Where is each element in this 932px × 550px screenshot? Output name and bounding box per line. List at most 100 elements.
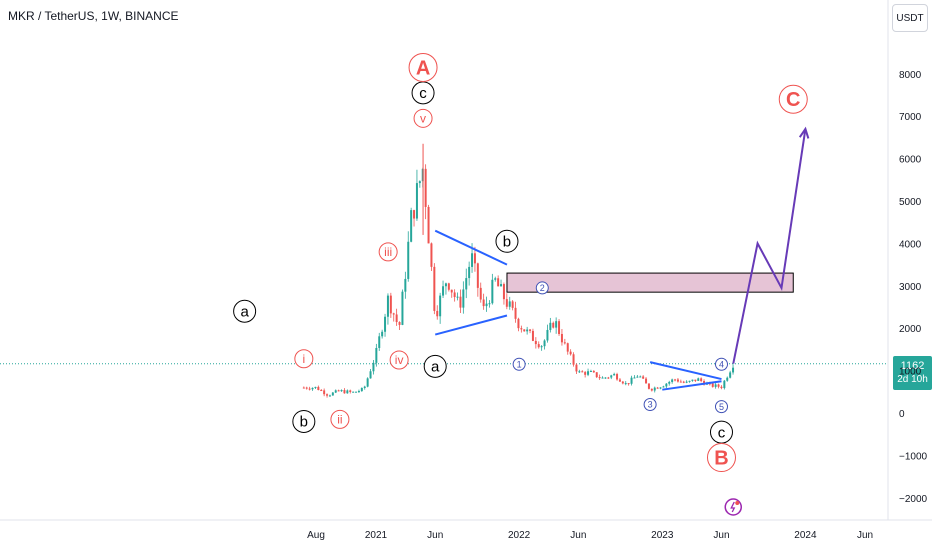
triangle-upper-line (649, 361, 722, 381)
candle-body (549, 322, 552, 330)
candle-body (346, 390, 349, 394)
candle-body (543, 340, 546, 347)
candle-body (604, 377, 607, 379)
candle-body (311, 387, 314, 390)
candle-body (450, 289, 453, 293)
wave-label-text: c (718, 424, 726, 441)
candle-body (418, 181, 421, 184)
candle-body (500, 284, 503, 287)
x-tick-label: 2021 (365, 530, 388, 541)
candle-body (642, 376, 645, 379)
candle-body (650, 388, 653, 391)
candle-body (505, 299, 508, 307)
candle-body (410, 210, 413, 242)
event-flash-bolt (730, 501, 736, 513)
triangle-lower-line (662, 380, 722, 391)
wave-label-text: A (416, 57, 430, 79)
candle-body (607, 377, 610, 379)
candle-body (589, 371, 592, 373)
candle-body (430, 243, 433, 267)
candle-body (320, 390, 323, 392)
candle-body (624, 383, 627, 385)
candle-body (392, 313, 395, 315)
candle-body (671, 379, 674, 382)
wave-label-circle (706, 443, 736, 473)
candle-body (424, 168, 427, 207)
wave-label-circle (294, 349, 314, 369)
candle-body (326, 394, 329, 396)
candle-body (645, 378, 648, 384)
candle-body (534, 340, 537, 345)
x-tick-label: Jun (570, 530, 586, 541)
candle-body (395, 314, 398, 323)
last-price-badge: 1162 2d 10h (893, 356, 932, 390)
candle-body (334, 390, 337, 393)
y-tick-label: −2000 (899, 494, 928, 505)
candle-body (439, 295, 442, 317)
x-tick-label: Jun (857, 530, 873, 541)
candle-body (436, 310, 439, 317)
candle-body (732, 367, 735, 373)
candle-body (633, 377, 636, 379)
x-tick-label: 2022 (508, 530, 531, 541)
candle-body (630, 377, 633, 384)
candle-body (647, 383, 650, 389)
candle-body (601, 377, 604, 379)
candle-body (349, 390, 352, 392)
candle-body (511, 301, 514, 308)
candle-body (389, 295, 392, 314)
candle-body (531, 330, 534, 341)
candle-body (482, 299, 485, 307)
wave-label-circle (495, 229, 519, 253)
candle-body (726, 377, 729, 381)
chart-title: MKR / TetherUS, 1W, BINANCE (8, 9, 179, 23)
candle-body (404, 278, 407, 292)
wave-label-text: iv (395, 353, 404, 367)
candle-body (476, 263, 479, 288)
candle-body (668, 381, 671, 384)
candle-body (688, 380, 691, 382)
candle-body (595, 372, 598, 378)
candle-body (587, 371, 590, 375)
candle-body (323, 390, 326, 395)
y-tick-label: 8000 (899, 70, 922, 81)
event-flash-icon (724, 498, 743, 516)
candle-body (360, 387, 363, 392)
candle-body (560, 333, 563, 343)
candle-body (700, 378, 703, 382)
candle-body (340, 390, 343, 392)
candle-body (627, 383, 630, 385)
triangle-upper-line (434, 229, 508, 266)
candle-body (401, 291, 404, 325)
y-tick-label: 7000 (899, 112, 922, 123)
wave-label-circle (714, 357, 728, 371)
candle-body (674, 379, 677, 381)
candle-body (662, 386, 665, 388)
candle-body (308, 388, 311, 390)
candle-body (618, 379, 621, 382)
candle-body (453, 292, 456, 298)
wave-label-circle (714, 400, 728, 414)
wave-label-text: 3 (648, 400, 653, 410)
wave-label-text: a (240, 303, 249, 320)
candle-body (616, 374, 619, 380)
event-flash-dot (735, 501, 740, 505)
candle-body (447, 283, 450, 290)
wave-label-text: i (303, 352, 306, 366)
wave-label-text: B (714, 448, 728, 470)
candle-body (537, 344, 540, 348)
y-tick-label: 2000 (899, 324, 922, 335)
candle-body (610, 375, 613, 378)
y-tick-label: 0 (899, 409, 905, 420)
candle-body (526, 329, 529, 332)
projection-line (732, 128, 807, 364)
candle-body (465, 278, 468, 290)
candle-body (578, 371, 581, 373)
currency-button[interactable]: USDT (892, 4, 928, 32)
candle-body (572, 354, 575, 365)
candle-body (514, 307, 517, 319)
candle-body (386, 295, 389, 317)
candle-body (569, 351, 572, 355)
wave-label-circle (423, 354, 447, 378)
